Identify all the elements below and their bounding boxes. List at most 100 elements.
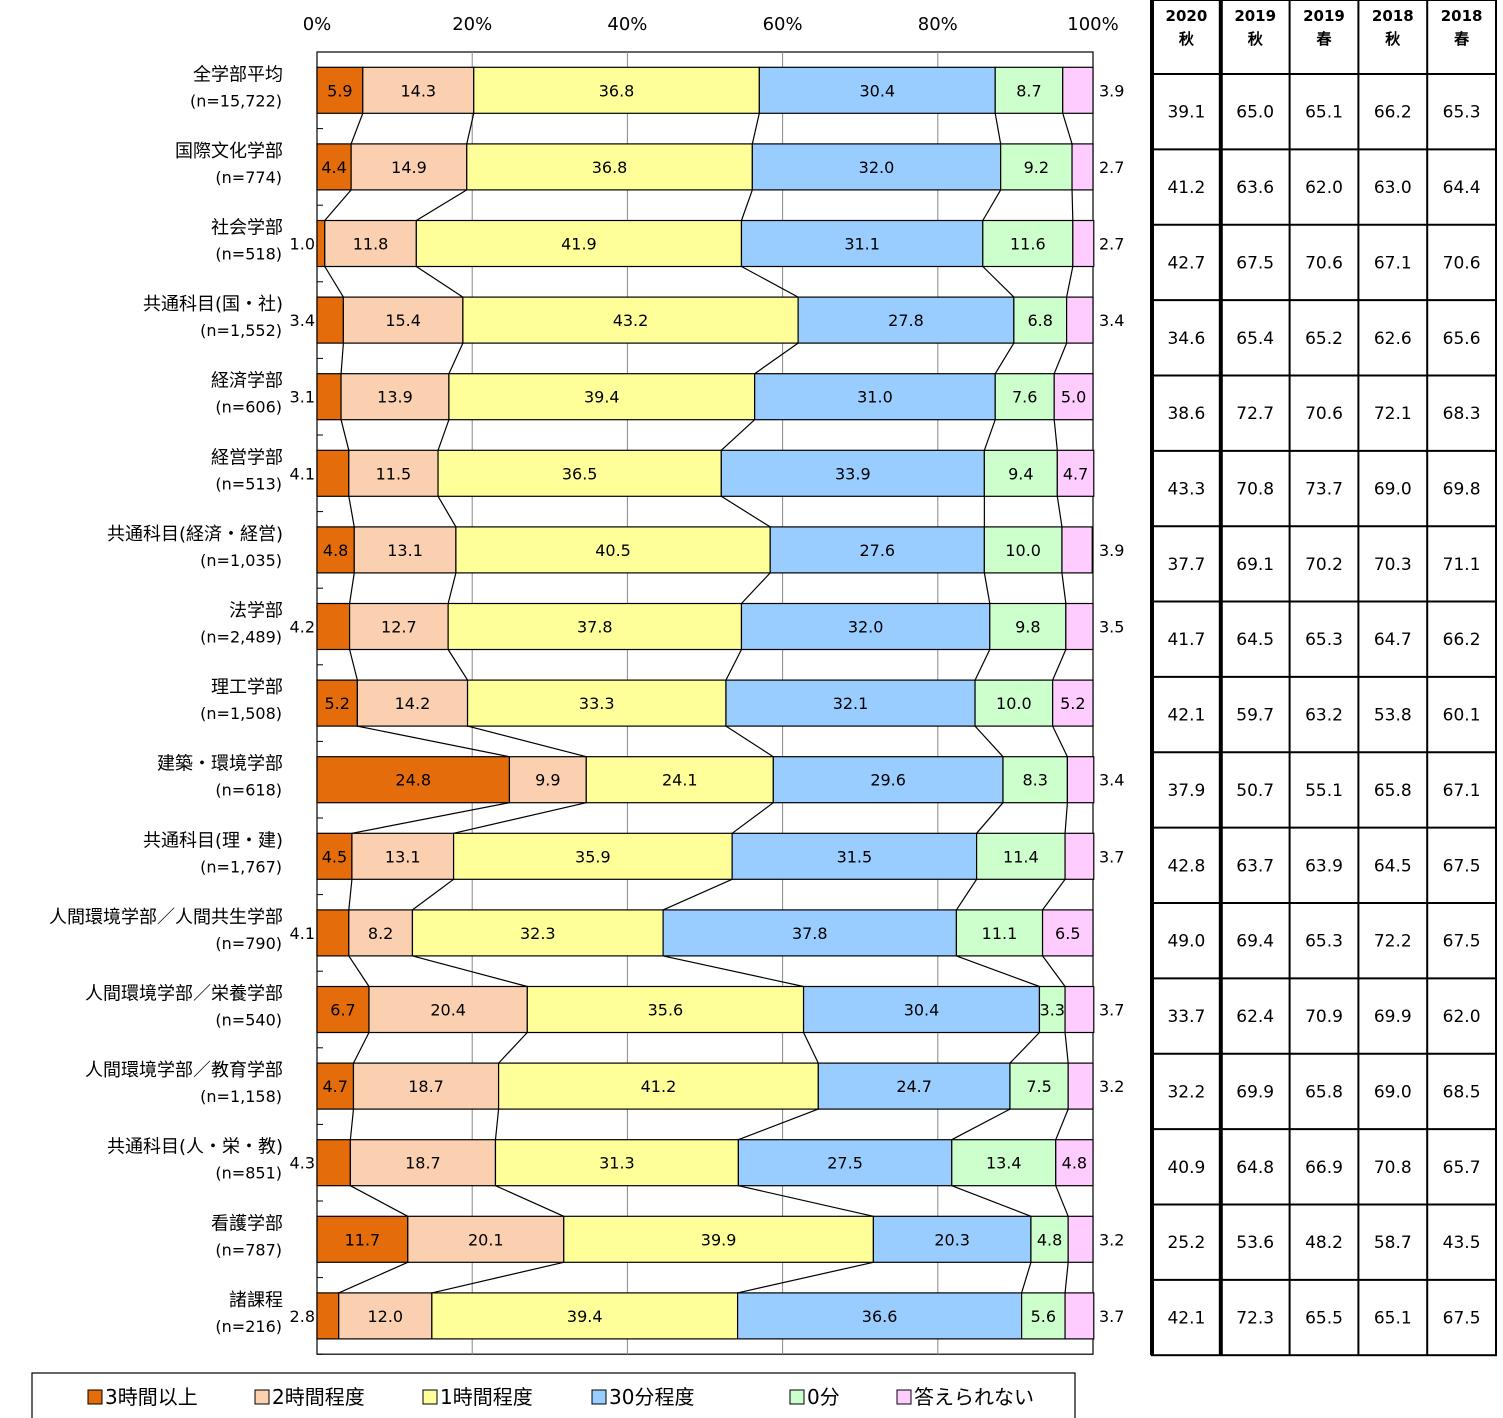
x-tick-label: 40% <box>607 14 647 35</box>
value-label: 13.1 <box>385 847 421 866</box>
table-cell: 66.9 <box>1305 1158 1343 1178</box>
connector-line <box>1071 189 1074 221</box>
table-cell: 69.0 <box>1374 1082 1412 1102</box>
connector-line <box>352 1032 370 1064</box>
connector-line <box>348 879 353 910</box>
connector-line <box>741 265 799 298</box>
connector-line <box>349 1109 355 1140</box>
value-label: 27.6 <box>859 541 895 560</box>
connector-line <box>983 572 991 604</box>
legend-swatch <box>789 1389 805 1405</box>
category-n: (n=15,722) <box>190 91 282 110</box>
bar-segment <box>526 985 805 1034</box>
table-cell: 55.1 <box>1305 781 1343 801</box>
value-label: 30.4 <box>904 1001 940 1020</box>
bar-segment <box>448 373 756 421</box>
connector-line <box>348 496 355 528</box>
bar-segment <box>982 219 1074 268</box>
category-name: 諸課程 <box>229 1290 283 1311</box>
value-label: 8.7 <box>1016 81 1041 100</box>
connector-line <box>466 113 475 145</box>
connector-line <box>741 572 771 604</box>
bar-segment <box>1056 449 1095 497</box>
table-cell: 64.8 <box>1236 1158 1274 1178</box>
connector-line <box>1052 725 1068 757</box>
x-axis: 0% 20% 40% 60% 80% 100% <box>303 14 1119 1355</box>
table-cell: 70.6 <box>1443 253 1481 273</box>
value-label: 37.8 <box>577 618 613 637</box>
value-label: 5.9 <box>327 81 352 100</box>
table-cell: 62.0 <box>1443 1007 1481 1027</box>
bar-segment <box>1066 296 1094 344</box>
connector-line <box>1066 266 1074 298</box>
table-cell: 69.1 <box>1236 555 1274 575</box>
legend-label: 0分 <box>807 1385 840 1409</box>
connector-line <box>412 878 454 911</box>
connector-line <box>1042 878 1066 911</box>
connector-line <box>350 113 364 145</box>
category-name: 経済学部 <box>211 371 283 392</box>
table-cell: 49.0 <box>1167 932 1205 952</box>
connector-line <box>1055 1185 1069 1217</box>
bar-segment <box>494 1139 739 1187</box>
bar-segment <box>1067 1062 1094 1110</box>
table-cell: 64.4 <box>1443 178 1481 198</box>
legend-label: 2時間程度 <box>272 1385 365 1409</box>
value-label: 4.1 <box>290 924 315 943</box>
bar-segment <box>431 1292 739 1340</box>
connector-line <box>448 342 464 374</box>
value-label: 24.7 <box>896 1077 932 1096</box>
bar-segment <box>951 1139 1057 1187</box>
connector-line <box>1064 1262 1069 1293</box>
bar-segment <box>772 756 1004 804</box>
table-cell: 70.9 <box>1305 1007 1343 1027</box>
table-cell: 67.1 <box>1374 253 1412 273</box>
table-cell: 33.7 <box>1167 1007 1205 1027</box>
table-cell: 72.2 <box>1374 932 1412 952</box>
bar-segment <box>1052 679 1094 727</box>
bar-segment <box>316 756 511 804</box>
bar-segment <box>316 909 350 957</box>
table-header-year: 2018 <box>1372 7 1414 25</box>
bar-segment <box>802 985 1041 1034</box>
bar-segment <box>983 526 1063 574</box>
value-label: 31.5 <box>837 847 873 866</box>
table-header-year: 2020 <box>1166 7 1208 25</box>
connector-line <box>1061 572 1067 604</box>
bar-segment <box>751 143 1002 191</box>
x-tick-label: 0% <box>303 14 332 35</box>
connector-line <box>754 342 799 375</box>
table-cell: 69.9 <box>1374 1007 1412 1027</box>
bar-segment <box>352 1062 500 1110</box>
bar-segment <box>316 1139 351 1187</box>
category-n: (n=1,158) <box>200 1087 282 1106</box>
connector-line <box>357 725 510 758</box>
connector-line <box>1064 802 1068 834</box>
bar-segment <box>975 832 1066 880</box>
value-label: 11.1 <box>982 924 1018 943</box>
value-label: 3.4 <box>1099 311 1124 330</box>
value-label: 2.8 <box>290 1307 315 1326</box>
value-label: 15.4 <box>385 311 421 330</box>
table-cell: 66.2 <box>1443 630 1481 650</box>
category-n: (n=518) <box>215 245 282 264</box>
table-cell: 65.2 <box>1305 329 1343 349</box>
table-cell: 53.8 <box>1374 706 1412 726</box>
value-label: 36.5 <box>562 464 598 483</box>
value-label: 39.9 <box>701 1230 737 1249</box>
value-label: 2.7 <box>1099 235 1124 254</box>
connector-line <box>662 878 733 911</box>
value-label: 11.7 <box>345 1230 381 1249</box>
category-name: 法学部 <box>229 601 283 622</box>
connector-line <box>738 1108 819 1141</box>
connector-line <box>974 725 1004 758</box>
connector-line <box>412 955 528 988</box>
value-label: 31.0 <box>857 388 893 407</box>
table-cell: 65.3 <box>1443 103 1481 123</box>
table-cell: 73.7 <box>1305 480 1343 500</box>
value-label: 3.5 <box>1099 618 1124 637</box>
table-cell: 68.5 <box>1443 1082 1481 1102</box>
connector-line <box>751 113 760 145</box>
value-label: 4.3 <box>290 1154 315 1173</box>
